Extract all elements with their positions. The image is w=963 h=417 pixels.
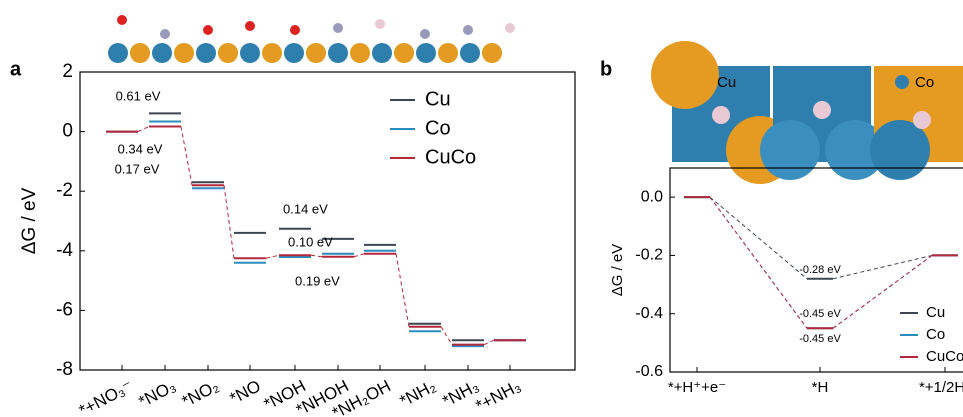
connector [223,185,235,259]
connector [180,126,193,186]
connector [709,196,808,329]
y-tick-label: -6 [56,299,73,320]
adsorbate-atom [203,25,213,35]
annotation: 0.17 eV [115,161,160,176]
connector [265,254,280,259]
y-tick-label: -0.4 [635,305,663,322]
surface-atom [306,43,326,63]
surface-atom [108,43,128,63]
connector [832,254,933,280]
adsorbate-atom [505,23,515,33]
surface-atom [130,43,150,63]
connector [709,196,808,280]
atom [825,120,885,180]
atom [813,101,831,119]
legend-label: CuCo [425,146,476,168]
plot-frame [79,71,576,371]
y-tick-label: 0.0 [641,188,663,205]
image-label: Cu [717,74,736,91]
surface-atom [482,43,502,63]
connector [353,253,365,258]
x-tick-label: *NO₂ [179,376,222,411]
connector [483,339,495,346]
atom [712,106,730,124]
y-axis-label: ΔG / eV [609,244,626,297]
atom [651,41,719,109]
adsorbate-atom [463,25,473,35]
x-tick-label: *NO [227,376,264,408]
annotation: 0.61 eV [116,88,161,103]
connector [310,254,323,258]
y-axis-label: ΔG / eV [19,187,40,254]
panel-label: a [10,58,22,80]
annotation: 0.34 eV [118,141,163,156]
plot-frame [669,167,963,373]
adsorbate-atom [420,29,430,39]
adsorbate-atom [290,25,300,35]
atom [870,120,930,180]
y-tick-label: -8 [56,359,73,380]
value-label: -0.45 eV [799,333,841,345]
annotation: 0.14 eV [283,201,328,216]
annotation: 0.19 eV [295,273,340,288]
surface-atom [460,43,480,63]
adsorbate-atom [117,15,127,25]
surface-atom [328,43,348,63]
y-tick-label: -2 [56,180,73,201]
y-tick-label: -4 [56,240,73,261]
surface-atom [394,43,414,63]
panel-label: b [600,58,612,80]
surface-atom [438,43,458,63]
value-label: -0.28 eV [799,264,841,276]
surface-atom [284,43,304,63]
legend-label: CuCo [926,348,963,365]
y-tick-label: 2 [62,61,73,82]
x-tick-label: *+NO₃⁻ [76,376,136,417]
value-label: -0.45 eV [799,308,841,320]
legend-label: Co [425,117,451,139]
legend-label: Co [926,326,945,343]
surface-atom [372,43,392,63]
y-tick-label: -0.6 [635,363,663,380]
surface-atom [174,43,194,63]
surface-atom [240,43,260,63]
legend-atom [895,75,909,89]
connector [440,326,453,345]
annotation: 0.10 eV [288,234,333,249]
y-tick-label: -0.2 [635,247,663,264]
atom [760,120,820,180]
connector [137,126,150,133]
surface-atom [262,43,282,63]
connector [832,255,933,329]
connector [832,255,933,329]
x-tick-label: *H [812,379,829,396]
legend-label: Cu [425,88,451,110]
adsorbate-atom [245,21,255,31]
legend-label: Cu [926,304,945,321]
surface-atom [152,43,172,63]
surface-atom [416,43,436,63]
surface-atom [350,43,370,63]
surface-atom [196,43,216,63]
surface-atom [218,43,238,63]
atom [913,111,931,129]
adsorbate-atom [333,23,343,33]
legend-atom [697,75,711,89]
image-label: Co [915,74,934,91]
x-tick-label: *+1/2H₂ [919,379,963,396]
y-tick-label: 0 [62,121,73,142]
x-tick-label: *+NH₃ [473,376,524,415]
adsorbate-atom [160,29,170,39]
connector [395,253,410,327]
x-tick-label: *+H⁺+e⁻ [668,379,726,396]
decor [651,41,963,184]
x-tick-label: *NH₂ [397,376,439,411]
adsorbate-atom [375,19,385,29]
x-tick-label: *NO₃ [135,376,178,411]
